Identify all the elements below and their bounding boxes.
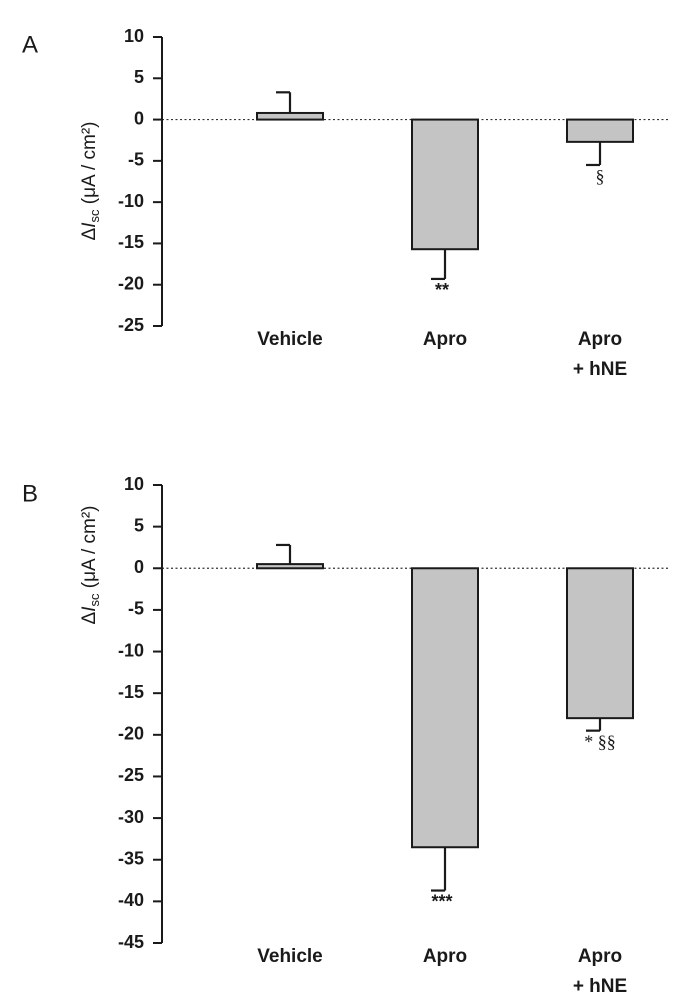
y-tick-label: -5 bbox=[128, 599, 144, 619]
bar bbox=[256, 563, 324, 570]
significance-marker: ** bbox=[435, 280, 449, 300]
category-label: Apro bbox=[578, 946, 622, 967]
y-tick-label: -10 bbox=[118, 640, 144, 660]
panel-b: B ΔIsc (μA / cm²) 10 5 0 -5 -10 -15 -20 -25 -30 -35… bbox=[22, 474, 670, 996]
y-axis-label: ΔIsc (μA / cm²) bbox=[79, 122, 102, 241]
y-tick-label: -35 bbox=[118, 848, 144, 868]
category-label: Apro bbox=[423, 946, 467, 967]
category-label: Vehicle bbox=[257, 329, 323, 350]
y-tick-label: 0 bbox=[134, 557, 144, 577]
significance-marker: § bbox=[596, 166, 605, 186]
y-tick-label: 5 bbox=[134, 515, 144, 535]
panel-label: A bbox=[22, 31, 38, 58]
y-tick-label: 10 bbox=[124, 474, 144, 494]
y-axis-label: ΔIsc (μA / cm²) bbox=[79, 506, 102, 625]
panel-label: B bbox=[22, 480, 38, 507]
category-label: + hNE bbox=[573, 359, 627, 380]
bar bbox=[411, 118, 479, 251]
significance-marker: * §§ bbox=[584, 732, 616, 752]
y-tick-label: 0 bbox=[134, 108, 144, 128]
y-tick-label: -30 bbox=[118, 807, 144, 827]
panel-a: A ΔIsc (μA / cm²) 10 5 0 -5 -10 -15 -20 -25 Vehicl… bbox=[22, 26, 670, 380]
y-tick-label: -45 bbox=[118, 932, 144, 952]
category-label: Apro bbox=[423, 329, 467, 350]
y-tick-label: -40 bbox=[118, 890, 144, 910]
y-tick-label: -15 bbox=[118, 232, 144, 252]
category-label: Apro bbox=[578, 329, 622, 350]
y-tick-label: -25 bbox=[118, 765, 144, 785]
y-tick-label: -20 bbox=[118, 724, 144, 744]
bar bbox=[256, 111, 324, 121]
bar bbox=[566, 118, 634, 143]
y-tick-label: 5 bbox=[134, 67, 144, 87]
category-label: + hNE bbox=[573, 976, 627, 996]
y-tick-label: -15 bbox=[118, 682, 144, 702]
bar bbox=[566, 567, 634, 720]
category-label: Vehicle bbox=[257, 946, 323, 967]
significance-marker: *** bbox=[431, 892, 452, 912]
y-tick-label: -5 bbox=[128, 150, 144, 170]
y-tick-label: 10 bbox=[124, 26, 144, 46]
bar bbox=[411, 567, 479, 849]
y-tick-label: -25 bbox=[118, 315, 144, 335]
y-tick-label: -20 bbox=[118, 273, 144, 293]
y-tick-label: -10 bbox=[118, 191, 144, 211]
